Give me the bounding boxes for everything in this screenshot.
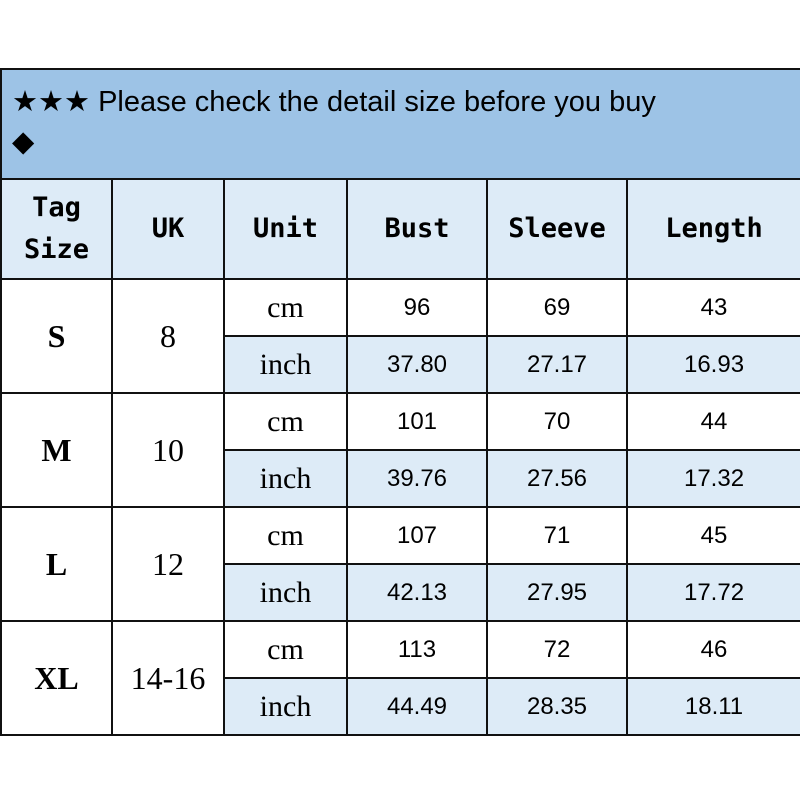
bust-cell: 101 <box>346 392 488 451</box>
unit-cell: cm <box>223 392 348 451</box>
length-cell: 17.32 <box>625 449 800 508</box>
star-icons: ★★★ <box>12 86 90 118</box>
unit-cell: inch <box>223 335 348 394</box>
length-cell: 16.93 <box>625 335 800 394</box>
length-cell: 44 <box>625 392 800 451</box>
notice-text: Please check the detail size before you … <box>98 86 656 118</box>
length-cell: 46 <box>625 620 800 679</box>
table-row: XL 14-16 cm 113 72 46 <box>0 620 800 736</box>
header-uk: UK <box>111 178 225 280</box>
size-chart-table: ★★★ Please check the detail size before … <box>0 68 800 736</box>
uk-size-cell: 8 <box>111 278 225 394</box>
bust-cell: 39.76 <box>346 449 488 508</box>
length-cell: 17.72 <box>625 563 800 622</box>
bust-cell: 113 <box>346 620 488 679</box>
tag-size-cell: L <box>0 506 113 622</box>
unit-cell: inch <box>223 563 348 622</box>
table-row: inch 37.80 27.17 16.93 <box>1 335 800 394</box>
bust-cell: 42.13 <box>346 563 488 622</box>
uk-size-cell: 14-16 <box>111 620 225 736</box>
bust-cell: 37.80 <box>346 335 488 394</box>
tag-size-cell: M <box>0 392 113 508</box>
bust-cell: 107 <box>346 506 488 565</box>
sleeve-cell: 72 <box>486 620 628 679</box>
unit-cell: inch <box>223 677 348 736</box>
table-row: S 8 cm 96 69 43 <box>0 278 800 394</box>
header-sleeve: Sleeve <box>486 178 628 280</box>
sleeve-cell: 27.95 <box>486 563 628 622</box>
table-row: inch 44.49 28.35 18.11 <box>1 677 800 736</box>
table-row: M 10 cm 101 70 44 <box>0 392 800 508</box>
table-row: inch 39.76 27.56 17.32 <box>1 449 800 508</box>
sleeve-cell: 69 <box>486 278 628 337</box>
unit-cell: cm <box>223 278 348 337</box>
unit-cell: cm <box>223 620 348 679</box>
uk-size-cell: 10 <box>111 392 225 508</box>
length-cell: 45 <box>625 506 800 565</box>
bust-cell: 44.49 <box>346 677 488 736</box>
unit-cell: inch <box>223 449 348 508</box>
sleeve-cell: 71 <box>486 506 628 565</box>
sleeve-cell: 28.35 <box>486 677 628 736</box>
notice-banner: ★★★ Please check the detail size before … <box>0 68 800 180</box>
table-row: L 12 cm 107 71 45 <box>0 506 800 622</box>
bust-cell: 96 <box>346 278 488 337</box>
uk-size-cell: 12 <box>111 506 225 622</box>
length-cell: 43 <box>625 278 800 337</box>
sleeve-cell: 70 <box>486 392 628 451</box>
table-row: inch 42.13 27.95 17.72 <box>1 563 800 622</box>
header-length: Length <box>625 178 800 280</box>
unit-cell: cm <box>223 506 348 565</box>
length-cell: 18.11 <box>625 677 800 736</box>
diamond-icon: ◆ <box>12 126 35 158</box>
sleeve-cell: 27.56 <box>486 449 628 508</box>
sleeve-cell: 27.17 <box>486 335 628 394</box>
header-bust: Bust <box>346 178 488 280</box>
header-row: Tag Size UK Unit Bust Sleeve Length <box>0 178 800 280</box>
header-tag-size: Tag Size <box>0 178 113 280</box>
header-unit: Unit <box>223 178 348 280</box>
tag-size-cell: S <box>0 278 113 394</box>
tag-size-cell: XL <box>0 620 113 736</box>
